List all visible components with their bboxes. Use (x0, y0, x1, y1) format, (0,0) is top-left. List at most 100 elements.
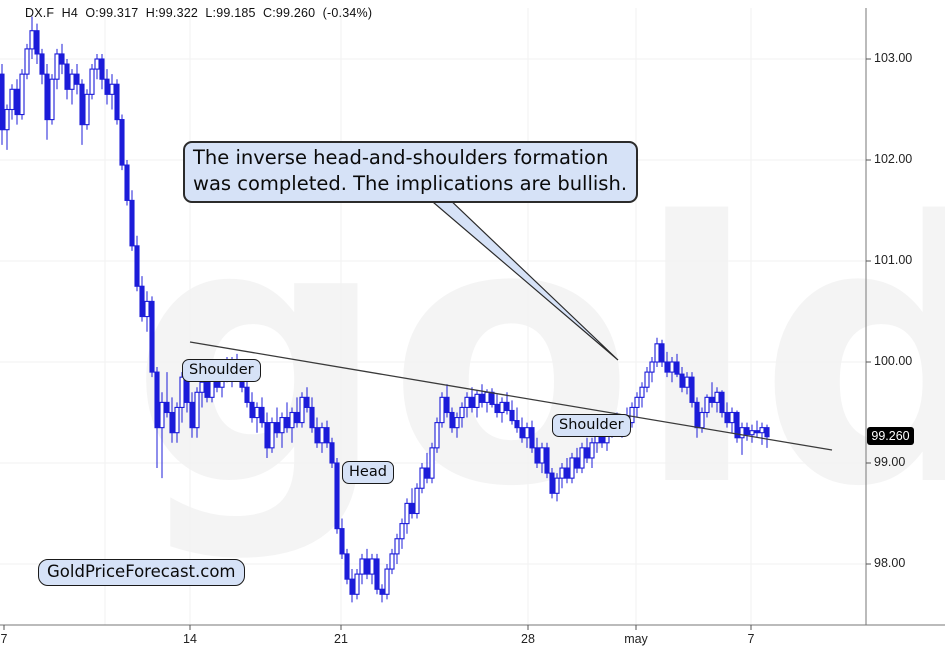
candle-body-up (439, 396, 445, 424)
candle-body-up (484, 391, 490, 403)
candle-body-down (549, 472, 555, 494)
candle-body-down (689, 376, 695, 403)
candle-body-down (374, 558, 380, 590)
candle-body-up (729, 411, 735, 424)
candle-body-down (164, 401, 170, 414)
candle-body-down (574, 457, 580, 469)
candle-body-down (59, 53, 65, 65)
candle-body-down (424, 467, 430, 479)
candle-body-down (469, 396, 475, 409)
candle-body-down (564, 467, 570, 479)
candle-body-up (54, 53, 60, 80)
candle-body-down (379, 588, 385, 595)
y-axis-label: 103.00 (874, 51, 913, 65)
candle-body-up (94, 58, 100, 70)
candle-body-down (74, 73, 80, 85)
candle-body-down (304, 396, 310, 409)
candle-body-down (364, 558, 370, 575)
candle-body-down (719, 391, 725, 414)
candle-body-up (684, 376, 690, 388)
candle-body-up (454, 416, 460, 429)
candle-body-down (709, 396, 715, 403)
candle-body-up (279, 416, 285, 434)
candle-body-down (479, 393, 485, 403)
candle-body-down (489, 391, 495, 405)
candle-body-down (314, 427, 320, 444)
candle-body-down (664, 361, 670, 373)
candle-body-down (139, 285, 145, 318)
candle-body-up (369, 558, 375, 575)
candle-body-up (174, 406, 180, 434)
x-axis-label: may (624, 632, 648, 646)
candle-body-up (644, 371, 650, 388)
candle-body-up (524, 427, 530, 439)
x-axis-label: 7 (747, 632, 755, 646)
candle-body-up (669, 361, 675, 373)
candle-body-down (344, 553, 350, 580)
x-axis-label: 21 (334, 632, 348, 646)
candle-body-up (319, 427, 325, 444)
x-axis-label: 14 (183, 632, 197, 646)
candle-body-up (649, 361, 655, 373)
left-shoulder-label: Shoulder (182, 359, 261, 382)
candle-body-up (69, 73, 75, 90)
candle-body-down (349, 578, 355, 595)
candle-body-down (249, 401, 255, 419)
candle-body-down (64, 63, 70, 90)
candle-body-up (109, 83, 115, 95)
candle-body-up (704, 396, 710, 414)
y-axis-label: 98.00 (874, 556, 906, 570)
y-axis-label: 100.00 (874, 354, 913, 368)
candle-body-down (519, 427, 525, 439)
candle-body-down (259, 406, 265, 424)
candle-body-down (169, 411, 175, 434)
candle-body-up (159, 401, 165, 429)
candle-body-down (244, 386, 250, 403)
candle-body-down (124, 164, 130, 201)
candle-body-up (89, 68, 95, 95)
candle-body-down (544, 447, 550, 474)
candle-body-down (409, 502, 415, 515)
candle-body-up (254, 406, 260, 419)
candle-body-down (154, 371, 160, 429)
background-watermark: gold (130, 146, 945, 565)
candle-body-up (29, 30, 35, 50)
candle-body-down (674, 361, 680, 375)
candle-body-up (499, 401, 505, 414)
candle-body-down (724, 411, 730, 424)
candle-body-down (0, 73, 5, 131)
candle-body-down (104, 78, 110, 95)
candle-body-down (119, 119, 125, 166)
annotation-box: The inverse head-and-shoulders formation… (183, 141, 639, 203)
candle-body-up (654, 343, 660, 363)
candle-body-down (744, 427, 750, 436)
candle-body-up (199, 381, 205, 393)
candle-body-down (134, 245, 140, 287)
candle-body-up (389, 553, 395, 570)
candle-body-up (474, 393, 480, 409)
candle-body-up (384, 568, 390, 595)
candle-body-down (309, 406, 315, 429)
candle-body-up (749, 430, 755, 436)
candle-body-up (559, 467, 565, 479)
last-price-badge: 99.260 (867, 427, 914, 445)
candle-body-up (634, 396, 640, 409)
candle-body-up (699, 411, 705, 429)
candle-body-up (434, 422, 440, 449)
candle-body-down (129, 199, 135, 247)
candle-body-up (144, 300, 150, 318)
candle-body-down (79, 83, 85, 126)
candle-body-up (404, 502, 410, 525)
candle-body-down (114, 83, 120, 121)
candle-body-up (464, 396, 470, 409)
candle-body-down (324, 427, 330, 444)
right-shoulder-label: Shoulder (552, 414, 631, 437)
candle-body-down (334, 462, 340, 530)
head-label: Head (342, 461, 394, 484)
candle-body-down (34, 30, 40, 55)
candle-body-up (539, 447, 545, 464)
y-axis-label: 99.00 (874, 455, 906, 469)
candle-body-up (639, 386, 645, 398)
